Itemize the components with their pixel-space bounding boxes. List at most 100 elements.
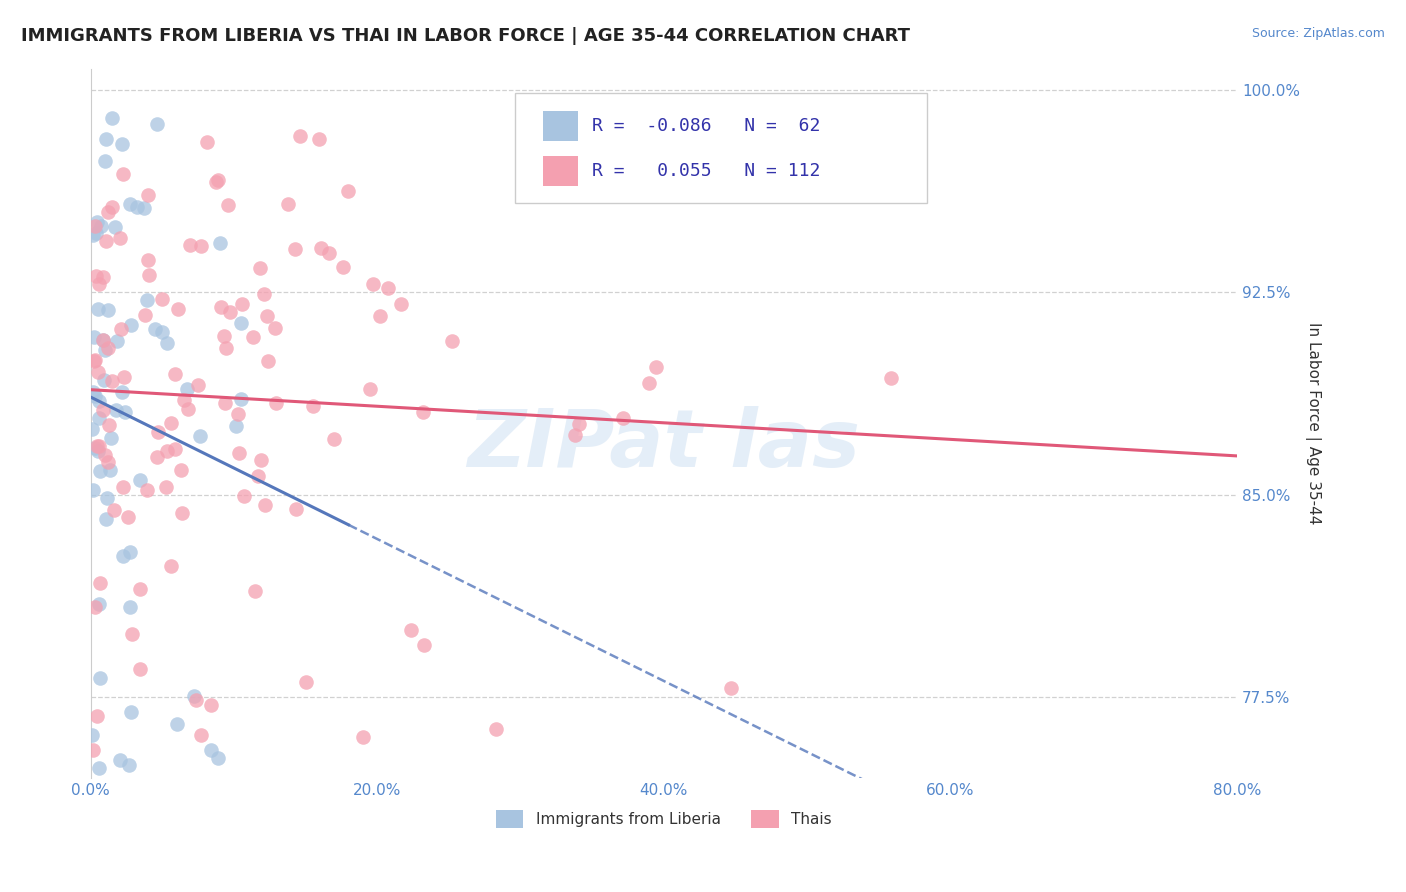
- Point: [82, 483, 104, 497]
- Point: [89, 597, 111, 611]
- Point: [155, 480, 177, 494]
- Point: [204, 175, 226, 189]
- Point: [108, 754, 131, 768]
- Point: [89, 410, 111, 425]
- Point: [195, 136, 218, 150]
- Point: [218, 305, 240, 319]
- Point: [166, 716, 188, 731]
- Point: [101, 200, 124, 214]
- Point: [309, 241, 332, 255]
- Point: [233, 489, 256, 503]
- Text: ZIPat las: ZIPat las: [467, 406, 860, 483]
- Point: [93, 333, 115, 347]
- Point: [264, 396, 287, 410]
- Point: [84, 442, 107, 456]
- Point: [288, 129, 311, 144]
- Point: [129, 473, 152, 487]
- Point: [87, 439, 110, 453]
- Point: [108, 231, 131, 245]
- Point: [104, 219, 127, 234]
- Point: [96, 511, 118, 525]
- Point: [485, 723, 508, 737]
- Point: [120, 705, 142, 719]
- Point: [172, 506, 194, 520]
- Point: [82, 422, 104, 436]
- Point: [89, 464, 111, 478]
- Point: [84, 353, 107, 368]
- Point: [277, 197, 299, 211]
- Point: [352, 730, 374, 744]
- Point: [332, 260, 354, 275]
- Point: [190, 239, 212, 253]
- Point: [183, 690, 205, 704]
- Point: [91, 402, 114, 417]
- Point: [111, 137, 134, 152]
- Point: [90, 219, 112, 233]
- Point: [94, 234, 117, 248]
- Point: [295, 675, 318, 690]
- Point: [143, 322, 166, 336]
- Point: [612, 410, 634, 425]
- FancyBboxPatch shape: [544, 112, 578, 141]
- Point: [176, 383, 198, 397]
- Text: R =   0.055   N = 112: R = 0.055 N = 112: [592, 161, 820, 179]
- FancyBboxPatch shape: [544, 156, 578, 186]
- Point: [228, 445, 250, 459]
- Y-axis label: In Labor Force | Age 35-44: In Labor Force | Age 35-44: [1305, 322, 1320, 524]
- Point: [179, 238, 201, 252]
- Point: [568, 417, 591, 431]
- Point: [217, 197, 239, 211]
- Point: [87, 394, 110, 409]
- Point: [84, 268, 107, 283]
- Point: [363, 277, 385, 291]
- Point: [226, 408, 249, 422]
- Point: [86, 709, 108, 723]
- Point: [391, 296, 413, 310]
- Point: [87, 365, 110, 379]
- Point: [645, 359, 668, 374]
- Point: [257, 354, 280, 368]
- Point: [146, 425, 169, 440]
- Point: [377, 280, 399, 294]
- Point: [94, 343, 117, 358]
- Point: [231, 297, 253, 311]
- Point: [86, 439, 108, 453]
- Point: [111, 385, 134, 400]
- Point: [96, 302, 118, 317]
- Point: [93, 448, 115, 462]
- Point: [101, 374, 124, 388]
- Point: [87, 277, 110, 291]
- Point: [215, 341, 238, 355]
- Point: [100, 431, 122, 445]
- Point: [100, 112, 122, 126]
- Point: [97, 342, 120, 356]
- Point: [167, 302, 190, 317]
- Point: [93, 373, 115, 387]
- Point: [165, 442, 187, 456]
- Point: [136, 483, 159, 497]
- Point: [308, 132, 330, 146]
- Point: [145, 117, 167, 131]
- Point: [87, 302, 110, 317]
- Point: [120, 196, 142, 211]
- Point: [413, 638, 436, 652]
- Point: [118, 545, 141, 559]
- Point: [254, 498, 277, 512]
- Point: [253, 286, 276, 301]
- Point: [96, 132, 118, 146]
- Point: [83, 600, 105, 615]
- Point: [138, 268, 160, 282]
- Point: [302, 400, 325, 414]
- Point: [399, 623, 422, 637]
- Point: [188, 428, 211, 442]
- Point: [150, 292, 173, 306]
- Point: [359, 383, 381, 397]
- Point: [132, 201, 155, 215]
- Point: [86, 215, 108, 229]
- Point: [80, 728, 103, 742]
- Point: [214, 396, 236, 410]
- Point: [184, 693, 207, 707]
- Point: [412, 405, 434, 419]
- Point: [229, 316, 252, 330]
- Point: [82, 228, 104, 243]
